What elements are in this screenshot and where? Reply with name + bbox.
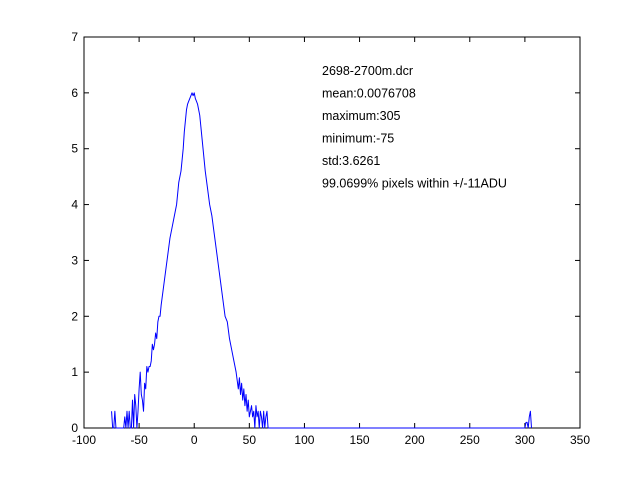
x-tick-label: -50 [130, 433, 148, 447]
x-tick-label: -100 [72, 433, 96, 447]
x-tick-label: 350 [570, 433, 590, 447]
x-tick-label: 200 [405, 433, 425, 447]
x-tick-label: 100 [294, 433, 314, 447]
tick-labels: -100 -50 0 50 100 150 200 250 300 350 0 1 2 3 4 5 6 7 [71, 30, 590, 447]
x-tick-label: 50 [243, 433, 257, 447]
annotation-line: minimum:-75 [322, 132, 394, 146]
histogram-line-series [111, 92, 532, 429]
axes [83, 36, 581, 429]
tick-marks [83, 36, 581, 429]
y-tick-label: 7 [71, 30, 78, 44]
x-tick-label: 150 [350, 433, 370, 447]
y-tick-label: 6 [71, 86, 78, 100]
x-tick-label: 250 [460, 433, 480, 447]
annotation-line: std:3.6261 [322, 154, 380, 168]
stats-annotation: 2698-2700m.dcr mean:0.0076708 maximum:305 m… [322, 64, 507, 191]
x-tick-label: 0 [191, 433, 198, 447]
y-tick-label: 2 [71, 309, 78, 323]
x-tick-label: 300 [515, 433, 535, 447]
y-tick-label: 1 [71, 365, 78, 379]
y-tick-label: 3 [71, 253, 78, 267]
annotation-line: mean:0.0076708 [322, 87, 416, 101]
annotation-line: maximum:305 [322, 109, 401, 123]
annotation-line: 99.0699% pixels within +/-11ADU [322, 177, 507, 191]
annotation-line: 2698-2700m.dcr [322, 64, 413, 78]
data-series [111, 92, 532, 429]
y-tick-label: 0 [71, 421, 78, 435]
plot-area-frame [83, 36, 581, 429]
y-tick-label: 4 [71, 198, 78, 212]
y-tick-label: 5 [71, 142, 78, 156]
